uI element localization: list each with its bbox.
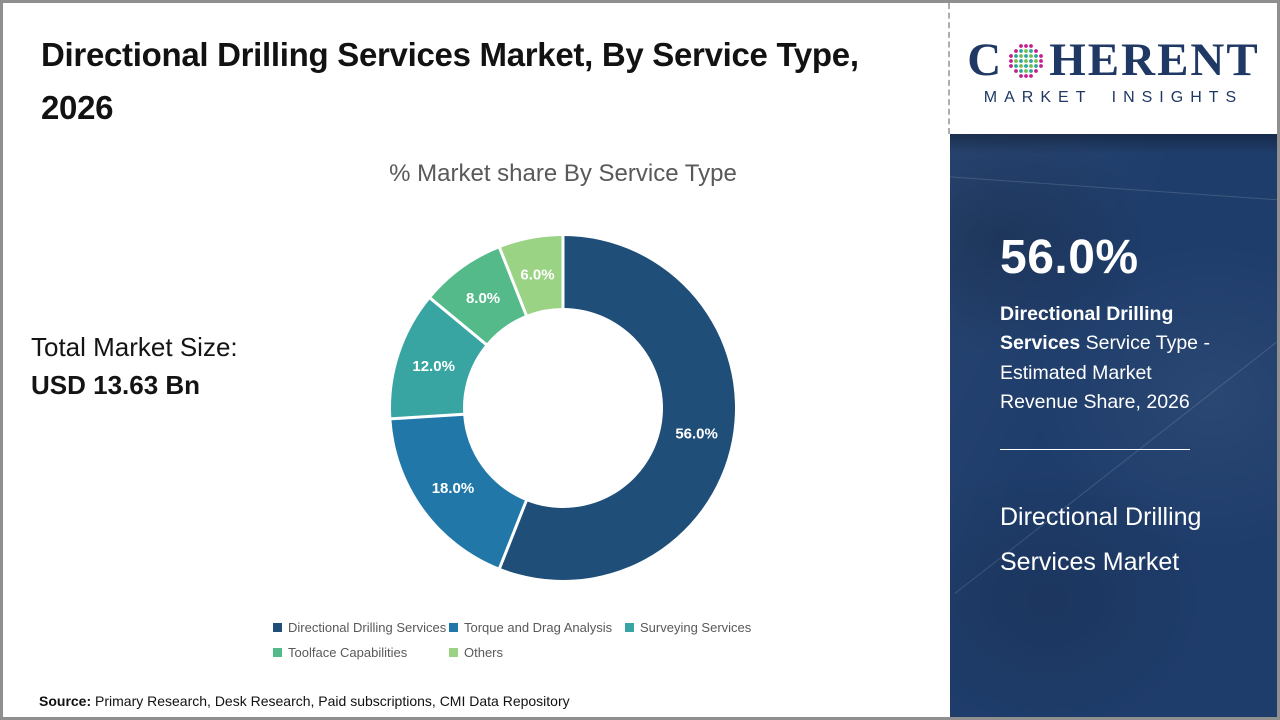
legend-label: Others	[464, 645, 504, 660]
donut-data-label: 6.0%	[520, 266, 554, 283]
source-text: Primary Research, Desk Research, Paid su…	[91, 693, 570, 709]
legend-swatch	[625, 623, 634, 632]
globe-dot	[1009, 54, 1014, 58]
globe-dot	[1014, 54, 1019, 58]
stat-description-bold: Directional Drilling Services	[1000, 303, 1174, 355]
globe-dot	[1009, 64, 1014, 68]
globe-dot	[1024, 59, 1029, 63]
donut-segment-1	[391, 414, 527, 568]
globe-dot	[1029, 74, 1034, 78]
right-sidebar: C HERENT MARKET INSIGHTS 56.0% Direction…	[950, 3, 1277, 717]
globe-dot	[1029, 44, 1034, 48]
globe-dot	[1034, 69, 1039, 73]
market-name: Directional Drilling Services Market	[1000, 503, 1202, 576]
globe-dot	[1034, 49, 1039, 53]
donut-chart-svg: 56.0% 18.0% 12.0% 8.0% 6.0%	[388, 233, 735, 580]
segment-gap-line	[497, 244, 529, 319]
donut-segment-0	[499, 236, 735, 580]
sidebar-panel: 56.0% Directional Drilling Services Serv…	[950, 134, 1277, 717]
stat-description-rest: Service Type - Estimated Market Revenue …	[1000, 332, 1210, 413]
globe-dot	[1024, 69, 1029, 73]
legend-label: Directional Drilling Services	[288, 620, 447, 635]
globe-dot	[1039, 54, 1044, 58]
globe-dot	[1014, 64, 1019, 68]
globe-dot	[1029, 64, 1034, 68]
legend-item: Toolface Capabilities	[273, 645, 449, 660]
segment-gap-line	[497, 497, 529, 572]
legend-label: Surveying Services	[640, 620, 752, 635]
legend-label: Torque and Drag Analysis	[464, 620, 613, 635]
brand-logo-wordmark: C HERENT	[967, 33, 1260, 86]
globe-dot	[1034, 64, 1039, 68]
globe-dot	[1014, 69, 1019, 73]
globe-dot	[1029, 49, 1034, 53]
globe-dot	[1024, 74, 1029, 78]
legend-item: Surveying Services	[625, 620, 801, 635]
segment-gap-line	[388, 412, 467, 421]
total-market-size-value: USD 13.63 Bn	[31, 369, 201, 400]
highlight-stat-value: 56.0%	[1000, 231, 1139, 284]
map-decoration-line	[950, 174, 1277, 205]
legend-item: Directional Drilling Services	[273, 620, 449, 635]
globe-dot	[1014, 49, 1019, 53]
brand-logo: C HERENT MARKET INSIGHTS	[950, 3, 1277, 134]
legend-swatch	[449, 623, 458, 632]
globe-dot	[1019, 74, 1024, 78]
donut-segment-4	[499, 236, 563, 316]
total-market-size-label: Total Market Size:	[31, 332, 238, 362]
source-note: Source: Primary Research, Desk Research,…	[39, 693, 570, 709]
legend-item: Others	[449, 645, 625, 660]
brand-tagline: MARKET INSIGHTS	[983, 88, 1244, 106]
globe-dot	[1019, 59, 1024, 63]
segment-gap-line	[427, 295, 490, 348]
globe-dot	[1019, 69, 1024, 73]
coherent-globe-icon	[1009, 44, 1044, 78]
donut-data-label: 18.0%	[432, 480, 475, 497]
chart-title: % Market share By Service Type	[389, 160, 737, 187]
legend-item: Torque and Drag Analysis	[449, 620, 625, 635]
donut-chart: 56.0% 18.0% 12.0% 8.0% 6.0%	[363, 208, 763, 608]
highlight-stat-description: Directional Drilling Services Service Ty…	[1000, 300, 1228, 417]
globe-dot	[1019, 64, 1024, 68]
source-label: Source:	[39, 693, 92, 709]
donut-segment-2	[391, 298, 486, 419]
donut-segment-3	[430, 248, 527, 345]
globe-dot	[1029, 54, 1034, 58]
donut-data-label: 56.0%	[675, 425, 718, 442]
globe-dot	[1019, 54, 1024, 58]
logo-letter-c: C	[967, 33, 1004, 86]
vertical-dashed-divider	[948, 3, 950, 134]
legend-swatch	[449, 648, 458, 657]
total-market-size: Total Market Size: USD 13.63 Bn	[31, 329, 238, 404]
sidebar-divider-line	[1000, 449, 1190, 450]
globe-dot	[1039, 64, 1044, 68]
donut-data-label: 12.0%	[412, 358, 455, 375]
globe-dot	[1034, 54, 1039, 58]
legend-swatch	[273, 648, 282, 657]
globe-dot	[1019, 44, 1024, 48]
globe-dot	[1034, 59, 1039, 63]
globe-dot	[1024, 54, 1029, 58]
globe-dot	[1009, 59, 1014, 63]
globe-dot	[1039, 59, 1044, 63]
globe-dot	[1024, 44, 1029, 48]
globe-dot	[1024, 49, 1029, 53]
globe-dot	[1024, 64, 1029, 68]
legend-swatch	[273, 623, 282, 632]
chart-legend: Directional Drilling Services Torque and …	[273, 620, 801, 660]
legend-label: Toolface Capabilities	[288, 645, 408, 660]
donut-data-label: 8.0%	[466, 290, 500, 307]
globe-dot	[1019, 49, 1024, 53]
globe-dot	[1029, 59, 1034, 63]
page-title: Directional Drilling Services Market, By…	[41, 36, 859, 126]
globe-dot	[1029, 69, 1034, 73]
logo-letters-rest: HERENT	[1049, 33, 1260, 86]
globe-dot	[1014, 59, 1019, 63]
